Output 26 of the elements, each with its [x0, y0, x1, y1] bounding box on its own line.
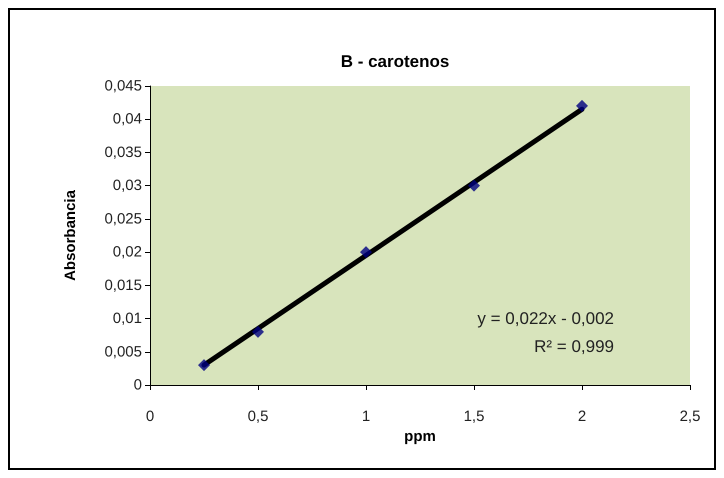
y-tick-label: 0,025 — [104, 210, 142, 228]
y-axis-title: Absorbancia — [62, 189, 79, 281]
x-tick-label: 1 — [362, 408, 370, 425]
y-tick-label: 0,035 — [104, 144, 142, 161]
y-tick-label: 0,015 — [104, 276, 142, 294]
y-tick-label: 0,01 — [112, 310, 142, 328]
y-tick-label: 0 — [134, 376, 142, 394]
point — [576, 100, 588, 112]
y-tick-label: 0,045 — [104, 78, 142, 94]
point — [252, 326, 264, 338]
y-tick-label: 0,005 — [104, 343, 142, 360]
point — [468, 180, 480, 192]
y-tick-label: 0,04 — [112, 110, 142, 128]
x-tick-label: 2 — [578, 408, 586, 425]
annotation: R² = 0,999 — [534, 337, 614, 356]
y-tick-label: 0,02 — [112, 244, 142, 261]
x-tick-label: 1,5 — [464, 408, 484, 425]
point — [360, 246, 372, 258]
annotation: y = 0,022x - 0,002 — [477, 309, 614, 328]
x-tick-label: 0,5 — [248, 408, 268, 425]
x-tick-label: 0 — [146, 408, 154, 425]
chart-title: B - carotenos — [340, 52, 450, 71]
x-tick-label: 2,5 — [680, 408, 700, 425]
x-axis-title: ppm — [404, 428, 436, 445]
y-tick-label: 0,03 — [112, 177, 142, 194]
point — [198, 359, 210, 372]
